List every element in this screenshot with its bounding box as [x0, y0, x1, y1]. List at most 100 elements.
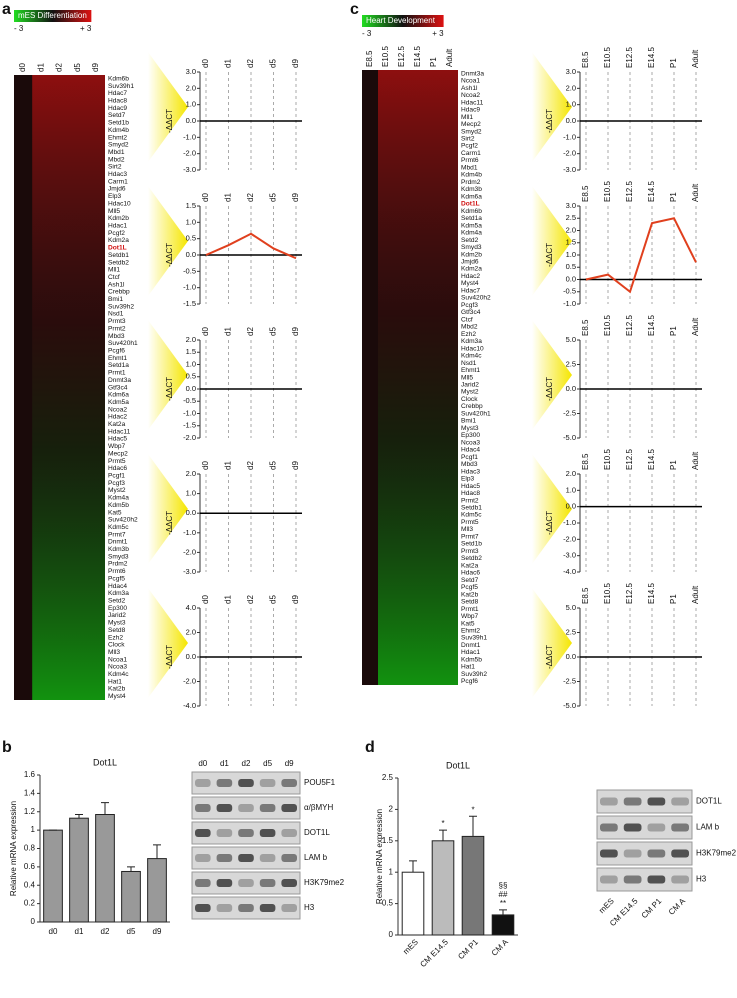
gene-label: Mecp2	[461, 121, 481, 128]
x-tick-label: d0	[201, 327, 210, 336]
x-tick-label: d5	[269, 595, 278, 604]
x-tick-label: d9	[291, 595, 300, 604]
blot-band	[195, 829, 211, 837]
blot-band	[281, 779, 297, 787]
scale-min: - 3	[362, 29, 372, 38]
y-tick-label: 5.0	[566, 603, 576, 612]
blot-band	[623, 823, 642, 832]
blot-band	[671, 823, 689, 832]
x-tick-label: d5	[269, 193, 278, 202]
scale-title: mES Differentiation	[18, 11, 87, 20]
gene-label: Myst3	[108, 620, 126, 627]
y-tick-label: 1.0	[186, 100, 196, 109]
heatmap-tone	[32, 75, 106, 700]
gene-label: Mbd1	[461, 164, 478, 171]
x-tick-label: E14.5	[647, 315, 656, 336]
x-tick-label: d5	[127, 927, 136, 936]
gene-label: Nsd1	[461, 360, 477, 367]
error-bar	[101, 802, 109, 815]
gene-label: Kdm2a	[108, 237, 129, 244]
gene-label: Hdac3	[108, 171, 127, 178]
x-tick-label: d2	[246, 327, 255, 336]
heatmap-column-label: Adult	[445, 48, 454, 67]
gene-label: Dot1L	[461, 201, 480, 208]
gene-label: Setdb2	[108, 259, 129, 266]
x-tick-label: E12.5	[625, 583, 634, 604]
x-tick-label: d0	[201, 461, 210, 470]
blot-band	[671, 849, 689, 858]
gene-label: Mll3	[108, 649, 120, 656]
y-tick-label: 2.5	[566, 627, 576, 636]
blot-band	[238, 854, 254, 862]
y-tick-label: 0	[389, 930, 394, 939]
blot-band	[623, 849, 642, 858]
blot-band	[281, 854, 297, 862]
y-tick-label: -2.5	[563, 676, 576, 685]
panel-label: a	[2, 1, 11, 18]
y-tick-label: 0.5	[382, 899, 394, 908]
chart-title: Dot1L	[446, 760, 470, 770]
gene-label: Dnmt1	[108, 539, 128, 546]
gene-label: Prmt6	[461, 157, 479, 164]
blot-band	[647, 849, 666, 858]
x-tick-label: d9	[291, 461, 300, 470]
y-tick-label: -3.0	[563, 551, 576, 560]
gene-label: Kdm6b	[461, 208, 482, 215]
gene-label: Kdm5b	[461, 656, 482, 663]
gene-label: Carm1	[108, 178, 128, 185]
significance-label: *	[471, 805, 474, 814]
blot-row-label: H3K79me2	[696, 849, 737, 858]
gene-label: Clock	[108, 642, 125, 649]
gene-label: Jmjd6	[461, 258, 479, 265]
gene-label: Pcgf6	[108, 347, 125, 354]
gene-label: Clock	[461, 396, 478, 403]
y-tick-label: 2.0	[566, 83, 576, 92]
bar	[121, 870, 141, 923]
x-tick-label: d1	[224, 461, 233, 470]
gene-label: Ctcf	[108, 274, 120, 281]
y-tick-label: 0.0	[566, 384, 576, 393]
gene-label: Hdac8	[461, 490, 480, 497]
x-tick-label: d9	[153, 927, 162, 936]
x-tick-label: E10.5	[603, 315, 612, 336]
y-tick-label: -4.0	[183, 701, 196, 710]
gene-label: Smyd2	[108, 142, 129, 149]
gene-label: Kat2a	[108, 421, 126, 428]
y-tick-label: 0.6	[24, 862, 36, 871]
gene-label: Suv39h1	[108, 83, 134, 90]
gene-label: Kdm5c	[108, 524, 129, 531]
gene-label: Kat5	[108, 509, 122, 516]
gene-label: Suv420h1	[108, 340, 138, 347]
blot-band	[195, 804, 211, 812]
x-tick-label: d1	[224, 327, 233, 336]
y-tick-label: -3.0	[183, 165, 196, 174]
x-tick-label: Adult	[691, 183, 700, 202]
x-tick-label: E10.5	[603, 47, 612, 68]
gene-label: Gtf3c4	[108, 384, 128, 391]
gene-label: Kat2b	[461, 591, 479, 598]
blot-band	[259, 854, 276, 862]
gene-label: Ezh2	[108, 634, 123, 641]
y-tick-label: 2.5	[566, 359, 576, 368]
gene-label: Prmt2	[108, 325, 126, 332]
significance-label: **	[500, 899, 506, 908]
blot-band	[216, 829, 233, 837]
gene-label: Ehmt2	[108, 134, 127, 141]
y-tick-label: 2.0	[186, 469, 196, 478]
panel-label: c	[350, 1, 359, 18]
gene-label: Setdb1	[461, 504, 482, 511]
gene-label: Ncoa3	[461, 439, 480, 446]
gene-label: Hdac1	[108, 222, 127, 229]
gene-label: Kdm4c	[461, 353, 482, 360]
bar	[69, 817, 89, 923]
gene-label: Myst2	[108, 487, 126, 494]
gene-label: Kdm4b	[461, 172, 482, 179]
gene-label: Smyd2	[461, 128, 482, 135]
y-tick-label: -1.0	[183, 408, 196, 417]
y-tick-label: 1.0	[186, 359, 196, 368]
blot-row-label: α/βMYH	[304, 803, 333, 812]
gene-label: Hdac4	[461, 447, 480, 454]
y-tick-label: 0.2	[24, 899, 36, 908]
y-tick-label: -1.5	[183, 299, 196, 308]
x-tick-label: d0	[201, 193, 210, 202]
